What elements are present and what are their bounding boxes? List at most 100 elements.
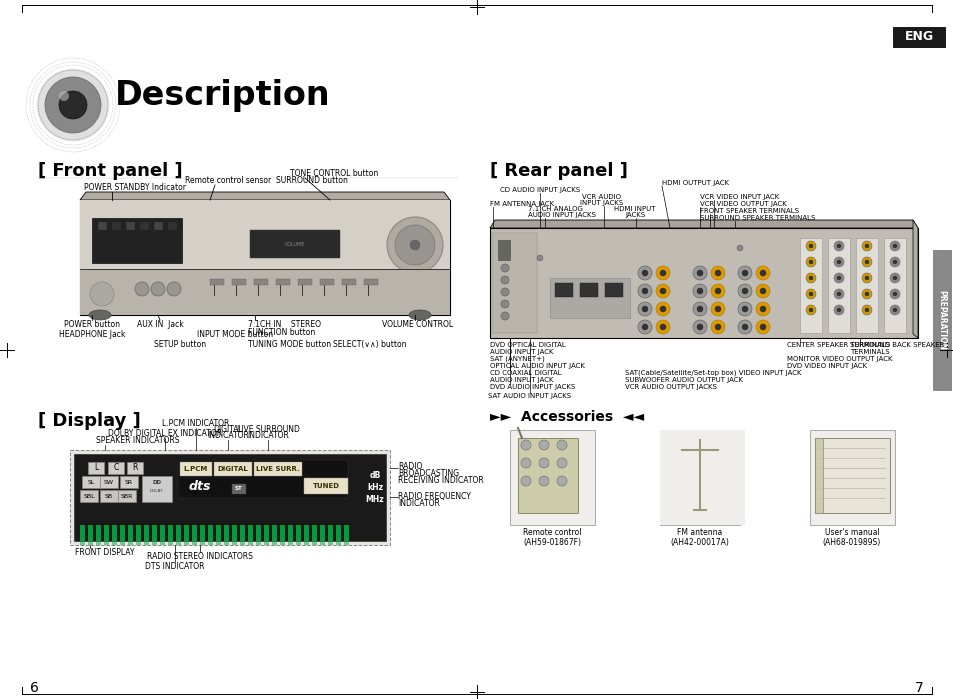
Bar [272, 525, 276, 541]
Circle shape [889, 305, 899, 315]
Bar [809, 430, 894, 525]
Bar [152, 541, 157, 545]
Circle shape [638, 320, 651, 334]
Bar [175, 525, 181, 541]
Circle shape [836, 260, 841, 264]
Bar [112, 222, 121, 230]
Bar [136, 541, 141, 545]
Bar [579, 283, 598, 297]
Text: MHz: MHz [365, 494, 384, 503]
Bar [364, 279, 377, 285]
Bar [232, 279, 246, 285]
Text: AUDIO INPUT JACKS: AUDIO INPUT JACKS [527, 212, 596, 218]
Circle shape [520, 458, 531, 468]
Bar [215, 525, 221, 541]
Circle shape [557, 458, 566, 468]
Text: SAT (ANYNET+): SAT (ANYNET+) [490, 356, 544, 363]
Bar [288, 525, 293, 541]
Text: 7: 7 [914, 681, 923, 695]
Bar [272, 541, 276, 545]
Text: PREPARATION: PREPARATION [937, 290, 945, 350]
Circle shape [808, 244, 812, 248]
Circle shape [387, 217, 442, 273]
Circle shape [59, 91, 69, 101]
Bar [142, 476, 172, 502]
Text: SB: SB [105, 493, 113, 498]
Bar [344, 525, 349, 541]
Bar [112, 525, 117, 541]
Bar [304, 525, 309, 541]
Text: OPTICAL AUDIO INPUT JACK: OPTICAL AUDIO INPUT JACK [490, 363, 584, 369]
Circle shape [90, 282, 113, 306]
Bar [604, 283, 622, 297]
Bar [126, 222, 135, 230]
Bar [100, 490, 118, 502]
Bar [224, 541, 229, 545]
Text: TONE CONTROL button: TONE CONTROL button [290, 169, 377, 178]
Text: SW: SW [104, 480, 113, 484]
Bar [248, 525, 253, 541]
Bar [335, 525, 340, 541]
Bar [127, 462, 143, 474]
Text: CD COAXIAL DIGITAL: CD COAXIAL DIGITAL [490, 370, 561, 376]
Bar [144, 525, 149, 541]
Text: AUX IN  Jack: AUX IN Jack [136, 320, 183, 329]
Text: VCR VIDEO OUTPUT JACK: VCR VIDEO OUTPUT JACK [700, 201, 786, 207]
Circle shape [714, 324, 720, 330]
Bar [304, 478, 348, 494]
Circle shape [737, 245, 742, 251]
Circle shape [697, 270, 702, 276]
Bar [74, 454, 386, 541]
Circle shape [755, 266, 769, 280]
Text: [ Display ]: [ Display ] [38, 412, 141, 430]
Circle shape [892, 260, 896, 264]
Circle shape [755, 302, 769, 316]
Text: FRONT DISPLAY: FRONT DISPLAY [75, 548, 134, 557]
Text: INPUT MODE button: INPUT MODE button [196, 330, 273, 339]
Text: L.PCM INDICATOR: L.PCM INDICATOR [162, 419, 230, 428]
Bar [168, 525, 172, 541]
Text: DOLBY: DOLBY [150, 489, 164, 493]
Bar [118, 490, 136, 502]
Bar [80, 269, 450, 315]
Circle shape [862, 257, 871, 267]
Text: AUDIO INPUT JACK: AUDIO INPUT JACK [490, 349, 553, 355]
Text: SR: SR [125, 480, 132, 484]
Bar [295, 541, 301, 545]
Bar [319, 525, 325, 541]
Text: DIGITAL: DIGITAL [213, 425, 243, 434]
Bar [510, 430, 595, 525]
Text: SUBWOOFER AUDIO OUTPUT JACK: SUBWOOFER AUDIO OUTPUT JACK [624, 377, 742, 383]
Circle shape [738, 302, 751, 316]
Bar [100, 476, 118, 488]
Circle shape [760, 306, 765, 312]
Bar [80, 490, 98, 502]
Circle shape [500, 264, 509, 272]
Circle shape [738, 266, 751, 280]
Circle shape [833, 257, 843, 267]
Polygon shape [912, 220, 917, 338]
Text: SL: SL [88, 480, 94, 484]
Text: SBR: SBR [121, 493, 133, 498]
Text: ►►  Accessories  ◄◄: ►► Accessories ◄◄ [490, 410, 643, 424]
Bar [152, 525, 157, 541]
Circle shape [760, 270, 765, 276]
Bar [88, 462, 104, 474]
Text: L: L [93, 463, 98, 473]
Circle shape [659, 288, 665, 294]
Bar [319, 279, 334, 285]
Circle shape [755, 284, 769, 298]
Circle shape [889, 241, 899, 251]
Bar [255, 525, 261, 541]
Circle shape [59, 91, 87, 119]
Text: R: R [132, 463, 137, 473]
Text: SURROUND SPEAKER TERMINALS: SURROUND SPEAKER TERMINALS [700, 215, 815, 221]
Circle shape [864, 308, 868, 312]
Text: [ Front panel ]: [ Front panel ] [38, 162, 182, 180]
Text: ENG: ENG [903, 31, 933, 43]
Text: User's manual
(AH68-01989S): User's manual (AH68-01989S) [822, 528, 881, 547]
Circle shape [151, 282, 165, 296]
Bar [104, 541, 109, 545]
Text: 7.1CH IN    STEREO: 7.1CH IN STEREO [248, 320, 320, 329]
Bar [192, 541, 196, 545]
